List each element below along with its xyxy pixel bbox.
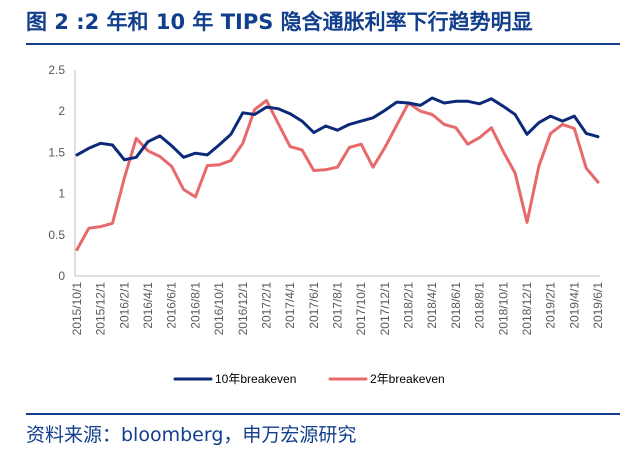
x-tick-label: 2018/4/1 <box>425 282 439 329</box>
y-tick-label: 2.5 <box>48 63 65 77</box>
x-tick-label: 2018/6/1 <box>449 282 463 329</box>
y-tick-label: 1.5 <box>48 145 65 159</box>
x-tick-label: 2016/10/1 <box>212 282 226 336</box>
title-rule <box>26 43 620 45</box>
x-tick-label: 2018/2/1 <box>402 282 416 329</box>
x-tick-label: 2019/6/1 <box>591 282 605 329</box>
source-note: 资料来源：bloomberg，申万宏源研究 <box>26 424 357 446</box>
series-line-2y <box>75 99 600 252</box>
x-tick-label: 2016/4/1 <box>141 282 155 329</box>
page-title: 图 2 :2 年和 10 年 TIPS 隐含通胀利率下行趋势明显 <box>26 10 533 34</box>
legend-label-10y: 10年breakeven <box>215 372 296 386</box>
legend-label-2y: 2年breakeven <box>370 372 445 386</box>
series-line-10y <box>75 96 600 162</box>
x-tick-label: 2016/12/1 <box>236 282 250 336</box>
x-tick-label: 2017/8/1 <box>331 282 345 329</box>
source-rule <box>26 413 620 415</box>
y-tick-label: 2 <box>58 104 65 118</box>
x-tick-label: 2017/12/1 <box>378 282 392 336</box>
x-tick-label: 2018/8/1 <box>473 282 487 329</box>
y-tick-label: 1 <box>58 187 65 201</box>
x-tick-label: 2016/6/1 <box>165 282 179 329</box>
x-tick-label: 2017/2/1 <box>259 282 273 329</box>
y-tick-label: 0 <box>58 269 65 283</box>
x-tick-label: 2016/8/1 <box>188 282 202 329</box>
x-tick-label: 2019/4/1 <box>567 282 581 329</box>
x-tick-label: 2019/2/1 <box>544 282 558 329</box>
x-tick-label: 2015/12/1 <box>94 282 108 336</box>
line-chart: 00.511.522.5 2015/10/1 2015/12/1 2016/2/1 2… <box>48 63 605 386</box>
x-tick-label: 2017/6/1 <box>307 282 321 329</box>
y-tick-label: 0.5 <box>48 228 65 242</box>
x-tick-label: 2016/2/1 <box>117 282 131 329</box>
x-tick-label: 2018/12/1 <box>520 282 534 336</box>
chart-axes <box>74 70 600 277</box>
chart-series <box>75 96 600 252</box>
x-tick-label: 2017/10/1 <box>354 282 368 336</box>
x-tick-label: 2017/4/1 <box>283 282 297 329</box>
chart-legend: 10年breakeven 2年breakeven <box>173 372 445 386</box>
x-tick-label: 2018/10/1 <box>496 282 510 336</box>
x-tick-label: 2015/10/1 <box>70 282 84 336</box>
x-tick-labels: 2015/10/1 2015/12/1 2016/2/1 2016/4/1 2016/6… <box>70 282 605 336</box>
y-tick-labels: 0 0.5 1 1.5 2 2.5 <box>48 63 65 283</box>
